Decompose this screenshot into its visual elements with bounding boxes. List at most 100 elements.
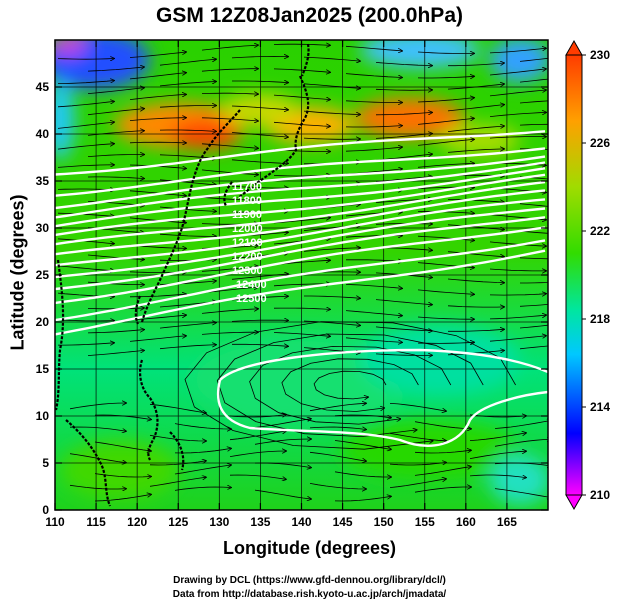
streamline (273, 284, 330, 286)
x-tick-label: 165 (497, 515, 517, 529)
streamline (57, 265, 114, 271)
streamline (519, 257, 548, 260)
streamline (448, 329, 504, 331)
streamline (69, 484, 126, 489)
contour-line (55, 180, 546, 246)
streamline (229, 431, 286, 441)
streamline (334, 414, 391, 418)
streamline (375, 112, 432, 116)
streamline (149, 403, 206, 413)
streamline (159, 206, 216, 211)
streamline (309, 451, 366, 461)
streamline (345, 310, 402, 316)
contour-line (55, 198, 546, 267)
y-tick-label: 25 (36, 268, 50, 282)
streamline (201, 45, 258, 51)
streamline (129, 118, 186, 121)
streamline (303, 56, 360, 61)
streamline (494, 439, 548, 447)
streamline (57, 144, 114, 150)
streamline (254, 489, 311, 499)
coast-philippines (139, 359, 159, 461)
coast-sakhalin (300, 43, 310, 77)
coast-korea-china (140, 109, 241, 323)
streamline (57, 320, 114, 321)
streamline (375, 177, 432, 183)
streamline (303, 320, 360, 325)
contour-label: 12400 (236, 279, 267, 291)
streamline (519, 230, 548, 234)
x-tick-label: 155 (415, 515, 435, 529)
contour-line (55, 226, 546, 305)
streamline (94, 414, 151, 420)
streamline (159, 345, 216, 350)
streamline (159, 233, 216, 236)
credit-data: Data from http://database.rish.kyoto-u.a… (172, 589, 447, 600)
streamline (417, 76, 474, 78)
streamline (232, 344, 288, 346)
contour-label: 11700 (232, 181, 262, 193)
streamline (231, 132, 288, 138)
streamline (417, 139, 474, 146)
colorbar: 230 226 222 218 214 210 (565, 39, 610, 511)
contour-label: 12000 (232, 223, 263, 235)
contour-label: 12500 (236, 293, 267, 305)
streamline (389, 432, 446, 441)
axis-tick-labels: 110 115 120 125 130 135 140 145 150 155 160 165 0 5 10… (36, 80, 518, 529)
y-tick-label: 15 (36, 362, 50, 376)
colorbar-label: 230 (590, 48, 610, 62)
streamline (129, 94, 186, 100)
contour-label-set: 11700 11800 11900 12000 12100 12200 12300 12400… (232, 181, 267, 305)
streamline (389, 479, 446, 488)
streamline (448, 63, 504, 67)
contour-label: 11900 (232, 209, 262, 221)
streamline (201, 69, 258, 72)
streamline (281, 358, 419, 412)
streamline (447, 105, 504, 112)
streamline (417, 163, 474, 168)
coast-kyushu (223, 181, 233, 207)
streamline (249, 345, 452, 425)
streamline (273, 94, 330, 100)
y-tick-label: 40 (36, 127, 50, 141)
streamline (58, 343, 114, 346)
streamline (87, 330, 144, 334)
streamline (159, 130, 216, 131)
streamline (129, 315, 186, 321)
streamline (94, 441, 151, 451)
contour-line (55, 147, 546, 197)
contour-line (55, 130, 546, 176)
streamline (417, 118, 474, 125)
contour-line (55, 207, 546, 279)
contour-line (55, 161, 546, 219)
x-tick-label: 145 (333, 515, 353, 529)
colorbar-label: 226 (590, 136, 610, 150)
contour-label: 12200 (232, 251, 263, 263)
streamline (159, 59, 216, 66)
streamline (149, 477, 206, 487)
streamline (313, 370, 387, 399)
streamline (129, 52, 186, 58)
streamline (375, 299, 432, 305)
streamline (229, 474, 286, 479)
streamline (447, 199, 504, 202)
streamline (414, 467, 471, 476)
streamline (87, 109, 144, 116)
coast-borneo (65, 419, 112, 507)
streamline (216, 333, 484, 438)
streamline (469, 451, 526, 459)
y-tick-label: 30 (36, 221, 50, 235)
streamline (231, 105, 288, 110)
streamline (494, 488, 548, 498)
streamline (229, 451, 286, 457)
coastlines (55, 43, 310, 507)
streamline (273, 218, 330, 224)
streamline (87, 88, 144, 94)
streamline (201, 196, 258, 200)
streamline (273, 308, 330, 309)
streamline (519, 100, 548, 104)
contour-label: 11800 (232, 195, 262, 207)
streamline (345, 73, 402, 78)
streamline (231, 56, 288, 58)
streamline (159, 323, 216, 329)
